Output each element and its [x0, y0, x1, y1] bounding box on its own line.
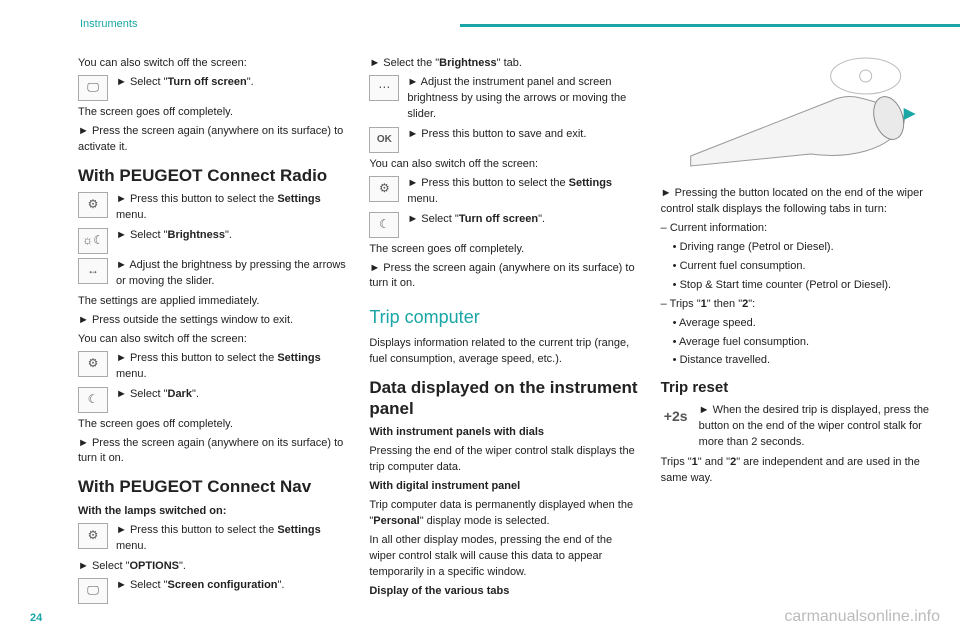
list-item: Average speed. — [661, 316, 930, 332]
slider-icon: ⋯ — [369, 75, 399, 101]
brightness-icon: ☼☾ — [78, 228, 108, 254]
icon-row: 🖵 Select "Turn off screen". — [78, 75, 347, 101]
section-heading: Trip computer — [369, 304, 638, 330]
para: Trips "1" and "2" are independent and ar… — [661, 455, 930, 487]
para: Adjust the instrument panel and screen b… — [407, 75, 638, 123]
gear-icon: ⚙ — [78, 351, 108, 377]
gear-icon: ⚙ — [78, 523, 108, 549]
list-item: Average fuel consumption. — [661, 335, 930, 351]
icon-row: ⚙ Press this button to select the Settin… — [369, 176, 638, 208]
para: Press this button to select the Settings… — [407, 176, 638, 208]
heading: With PEUGEOT Connect Radio — [78, 166, 347, 186]
para: You can also switch off the screen: — [78, 56, 347, 72]
para: The screen goes off completely. — [78, 417, 347, 433]
para: Press this button to select the Settings… — [116, 523, 347, 555]
para: When the desired trip is displayed, pres… — [699, 403, 930, 451]
list-item: Distance travelled. — [661, 353, 930, 369]
para: With digital instrument panel — [369, 479, 638, 495]
page-number: 24 — [30, 612, 42, 624]
para: You can also switch off the screen: — [78, 332, 347, 348]
para: Select "OPTIONS". — [78, 559, 347, 575]
list-item: Current information: — [661, 221, 930, 237]
icon-row: ☾ Select "Turn off screen". — [369, 212, 638, 238]
top-rule — [460, 24, 960, 27]
icon-row: ☾ Select "Dark". — [78, 387, 347, 413]
para: Press outside the settings window to exi… — [78, 313, 347, 329]
icon-row: ⚙ Press this button to select the Settin… — [78, 351, 347, 383]
para: Select "Screen configuration". — [116, 578, 347, 594]
para: In all other display modes, pressing the… — [369, 533, 638, 581]
icon-row: +2s When the desired trip is displayed, … — [661, 403, 930, 451]
gear-icon: ⚙ — [369, 176, 399, 202]
stalk-illustration — [661, 56, 930, 176]
icon-row: ↔ Adjust the brightness by pressing the … — [78, 258, 347, 290]
list-item: Trips "1" then "2": — [661, 297, 930, 313]
para: With instrument panels with dials — [369, 425, 638, 441]
para: The screen goes off completely. — [78, 105, 347, 121]
para: Press this button to save and exit. — [407, 127, 638, 143]
heading: Data displayed on the instrument panel — [369, 378, 638, 419]
para: Press this button to select the Settings… — [116, 351, 347, 383]
dark-icon: ☾ — [369, 212, 399, 238]
icon-row: OK Press this button to save and exit. — [369, 127, 638, 153]
para: Select "Turn off screen". — [116, 75, 347, 91]
watermark: carmanualsonline.info — [784, 608, 940, 626]
para: You can also switch off the screen: — [369, 157, 638, 173]
monitor-icon: 🖵 — [78, 578, 108, 604]
body-columns: You can also switch off the screen: 🖵 Se… — [78, 56, 930, 604]
para: Select "Turn off screen". — [407, 212, 638, 228]
gear-icon: ⚙ — [78, 192, 108, 218]
para: Press the screen again (anywhere on its … — [78, 124, 347, 156]
para: Press this button to select the Settings… — [116, 192, 347, 224]
para: Adjust the brightness by pressing the ar… — [116, 258, 347, 290]
list-item: Driving range (Petrol or Diesel). — [661, 240, 930, 256]
para: Displays information related to the curr… — [369, 336, 638, 368]
para: The screen goes off completely. — [369, 242, 638, 258]
para: Press the screen again (anywhere on its … — [78, 436, 347, 468]
icon-row: ☼☾ Select "Brightness". — [78, 228, 347, 254]
heading: With PEUGEOT Connect Nav — [78, 477, 347, 497]
para: The settings are applied immediately. — [78, 294, 347, 310]
para: Select "Dark". — [116, 387, 347, 403]
list-item: Current fuel consumption. — [661, 259, 930, 275]
ok-icon: OK — [369, 127, 399, 153]
para: With the lamps switched on: — [78, 504, 347, 520]
para: Pressing the end of the wiper control st… — [369, 444, 638, 476]
icon-row: ⚙ Press this button to select the Settin… — [78, 192, 347, 224]
plus2s-icon: +2s — [661, 403, 691, 429]
para: Select "Brightness". — [116, 228, 347, 244]
icon-row: ⚙ Press this button to select the Settin… — [78, 523, 347, 555]
dark-icon: ☾ — [78, 387, 108, 413]
icon-row: ⋯ Adjust the instrument panel and screen… — [369, 75, 638, 123]
section-header: Instruments — [80, 18, 137, 30]
list-item: Stop & Start time counter (Petrol or Die… — [661, 278, 930, 294]
para: Trip computer data is permanently displa… — [369, 498, 638, 530]
icon-row: 🖵 Select "Screen configuration". — [78, 578, 347, 604]
para: Select the "Brightness" tab. — [369, 56, 638, 72]
para: Pressing the button located on the end o… — [661, 186, 930, 218]
monitor-icon: 🖵 — [78, 75, 108, 101]
arrows-icon: ↔ — [78, 258, 108, 284]
para: Display of the various tabs — [369, 584, 638, 600]
para: Press the screen again (anywhere on its … — [369, 261, 638, 293]
heading: Trip reset — [661, 377, 930, 399]
